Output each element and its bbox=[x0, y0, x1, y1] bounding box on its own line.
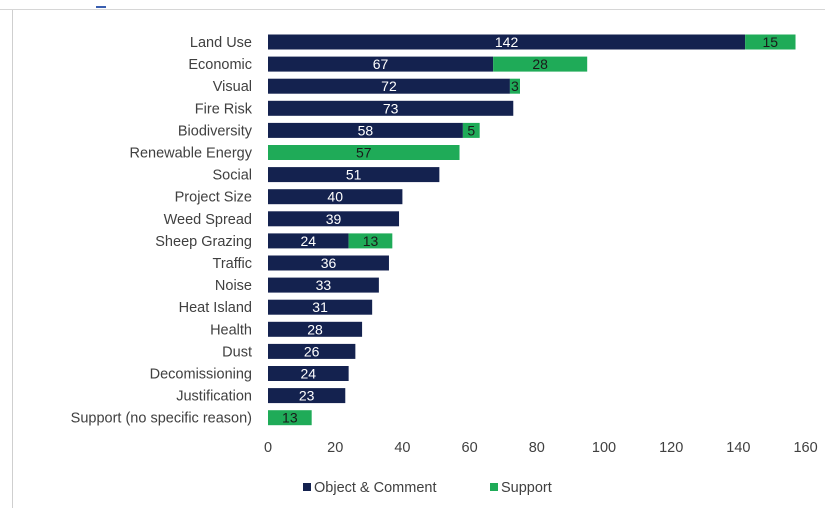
x-tick-label-20: 20 bbox=[327, 440, 343, 456]
bar-object-comment-health bbox=[268, 321, 363, 337]
category-label-renewable-energy: Renewable Energy bbox=[129, 146, 252, 162]
value-label-object-comment-weed-spread: 39 bbox=[326, 211, 342, 227]
bars-group bbox=[268, 34, 796, 426]
bar-support-sheep-grazing bbox=[348, 233, 393, 249]
x-tick-label-100: 100 bbox=[592, 440, 616, 456]
bar-support-visual bbox=[509, 78, 520, 94]
value-label-object-comment-fire-risk: 73 bbox=[383, 100, 399, 116]
bar-object-comment-heat-island bbox=[268, 299, 373, 315]
value-label-object-comment-project-size: 40 bbox=[327, 189, 343, 205]
bar-object-comment-noise bbox=[268, 277, 379, 293]
top-border bbox=[0, 0, 825, 10]
x-tick-label-0: 0 bbox=[264, 440, 272, 456]
legend: Object & Comment Support bbox=[303, 480, 552, 496]
category-label-dust: Dust bbox=[222, 344, 252, 360]
value-label-support-land-use: 15 bbox=[763, 34, 779, 50]
x-tick-label-60: 60 bbox=[462, 440, 478, 456]
x-tick-label-120: 120 bbox=[659, 440, 683, 456]
value-label-support-support-no-specific-reason: 13 bbox=[282, 410, 298, 426]
value-label-object-comment-traffic: 36 bbox=[321, 255, 337, 271]
bar-object-comment-visual bbox=[268, 78, 510, 94]
value-label-object-comment-decomissioning: 24 bbox=[301, 366, 317, 382]
value-label-object-comment-economic: 67 bbox=[373, 56, 389, 72]
value-label-object-comment-land-use: 142 bbox=[495, 34, 519, 50]
bar-object-comment-fire-risk bbox=[268, 100, 514, 116]
x-tick-label-40: 40 bbox=[394, 440, 410, 456]
category-labels: Land Use Economic Visual Fire Risk Biodivers… bbox=[71, 35, 253, 427]
bar-object-comment-weed-spread bbox=[268, 211, 400, 227]
bar-object-comment-traffic bbox=[268, 255, 389, 271]
category-label-social: Social bbox=[213, 168, 253, 184]
category-label-support-no-specific-reason: Support (no specific reason) bbox=[71, 411, 252, 427]
value-label-support-visual: 3 bbox=[511, 78, 519, 94]
x-tick-label-80: 80 bbox=[529, 440, 545, 456]
category-label-biodiversity: Biodiversity bbox=[178, 123, 253, 139]
category-label-weed-spread: Weed Spread bbox=[164, 212, 252, 228]
category-label-fire-risk: Fire Risk bbox=[195, 101, 253, 117]
category-label-health: Health bbox=[210, 322, 252, 338]
value-label-object-comment-sheep-grazing: 24 bbox=[301, 233, 317, 249]
bar-object-comment-justification bbox=[268, 388, 346, 404]
category-label-traffic: Traffic bbox=[213, 256, 252, 272]
value-label-object-comment-social: 51 bbox=[346, 167, 362, 183]
legend-label-support: Support bbox=[501, 480, 552, 496]
left-border bbox=[12, 10, 13, 508]
category-label-land-use: Land Use bbox=[190, 35, 252, 51]
category-label-economic: Economic bbox=[188, 57, 252, 73]
bar-object-comment-land-use bbox=[268, 34, 746, 50]
value-label-object-comment-heat-island: 31 bbox=[312, 299, 328, 315]
category-label-noise: Noise bbox=[215, 278, 252, 294]
value-label-support-economic: 28 bbox=[532, 56, 548, 72]
value-label-object-comment-dust: 26 bbox=[304, 343, 320, 359]
category-label-sheep-grazing: Sheep Grazing bbox=[155, 234, 252, 250]
bar-support-economic bbox=[493, 56, 588, 72]
x-tick-label-160: 160 bbox=[793, 440, 817, 456]
value-label-object-comment-health: 28 bbox=[307, 321, 323, 337]
category-label-visual: Visual bbox=[213, 79, 252, 95]
legend-label-object-comment: Object & Comment bbox=[314, 480, 437, 496]
bar-object-comment-dust bbox=[268, 343, 356, 359]
value-label-support-biodiversity: 5 bbox=[467, 122, 475, 138]
value-label-object-comment-biodiversity: 58 bbox=[358, 122, 374, 138]
bar-object-comment-project-size bbox=[268, 189, 403, 205]
value-label-object-comment-justification: 23 bbox=[299, 388, 315, 404]
x-tick-label-140: 140 bbox=[726, 440, 750, 456]
bar-object-comment-sheep-grazing bbox=[268, 233, 349, 249]
legend-swatch-object-comment bbox=[303, 483, 311, 491]
x-axis-tick-labels: 0 20 40 60 80 100 120 140 160 bbox=[264, 440, 818, 456]
bar-support-renewable-energy bbox=[268, 145, 460, 160]
bar-object-comment-economic bbox=[268, 56, 494, 72]
value-label-object-comment-visual: 72 bbox=[381, 78, 397, 94]
category-label-project-size: Project Size bbox=[175, 190, 252, 206]
bar-support-land-use bbox=[745, 34, 796, 50]
bar-object-comment-social bbox=[268, 167, 440, 183]
category-label-justification: Justification bbox=[176, 389, 252, 405]
value-label-support-sheep-grazing: 13 bbox=[363, 233, 379, 249]
bar-object-comment-decomissioning bbox=[268, 366, 349, 381]
top-mark bbox=[96, 0, 106, 8]
bar-support-biodiversity bbox=[462, 122, 480, 138]
value-label-object-comment-noise: 33 bbox=[316, 277, 332, 293]
bar-support-support-no-specific-reason bbox=[268, 410, 312, 426]
legend-swatch-support bbox=[490, 483, 498, 491]
bar-object-comment-biodiversity bbox=[268, 122, 463, 138]
category-label-heat-island: Heat Island bbox=[179, 300, 252, 316]
value-label-support-renewable-energy: 57 bbox=[356, 145, 372, 161]
category-label-decomissioning: Decomissioning bbox=[150, 367, 252, 383]
